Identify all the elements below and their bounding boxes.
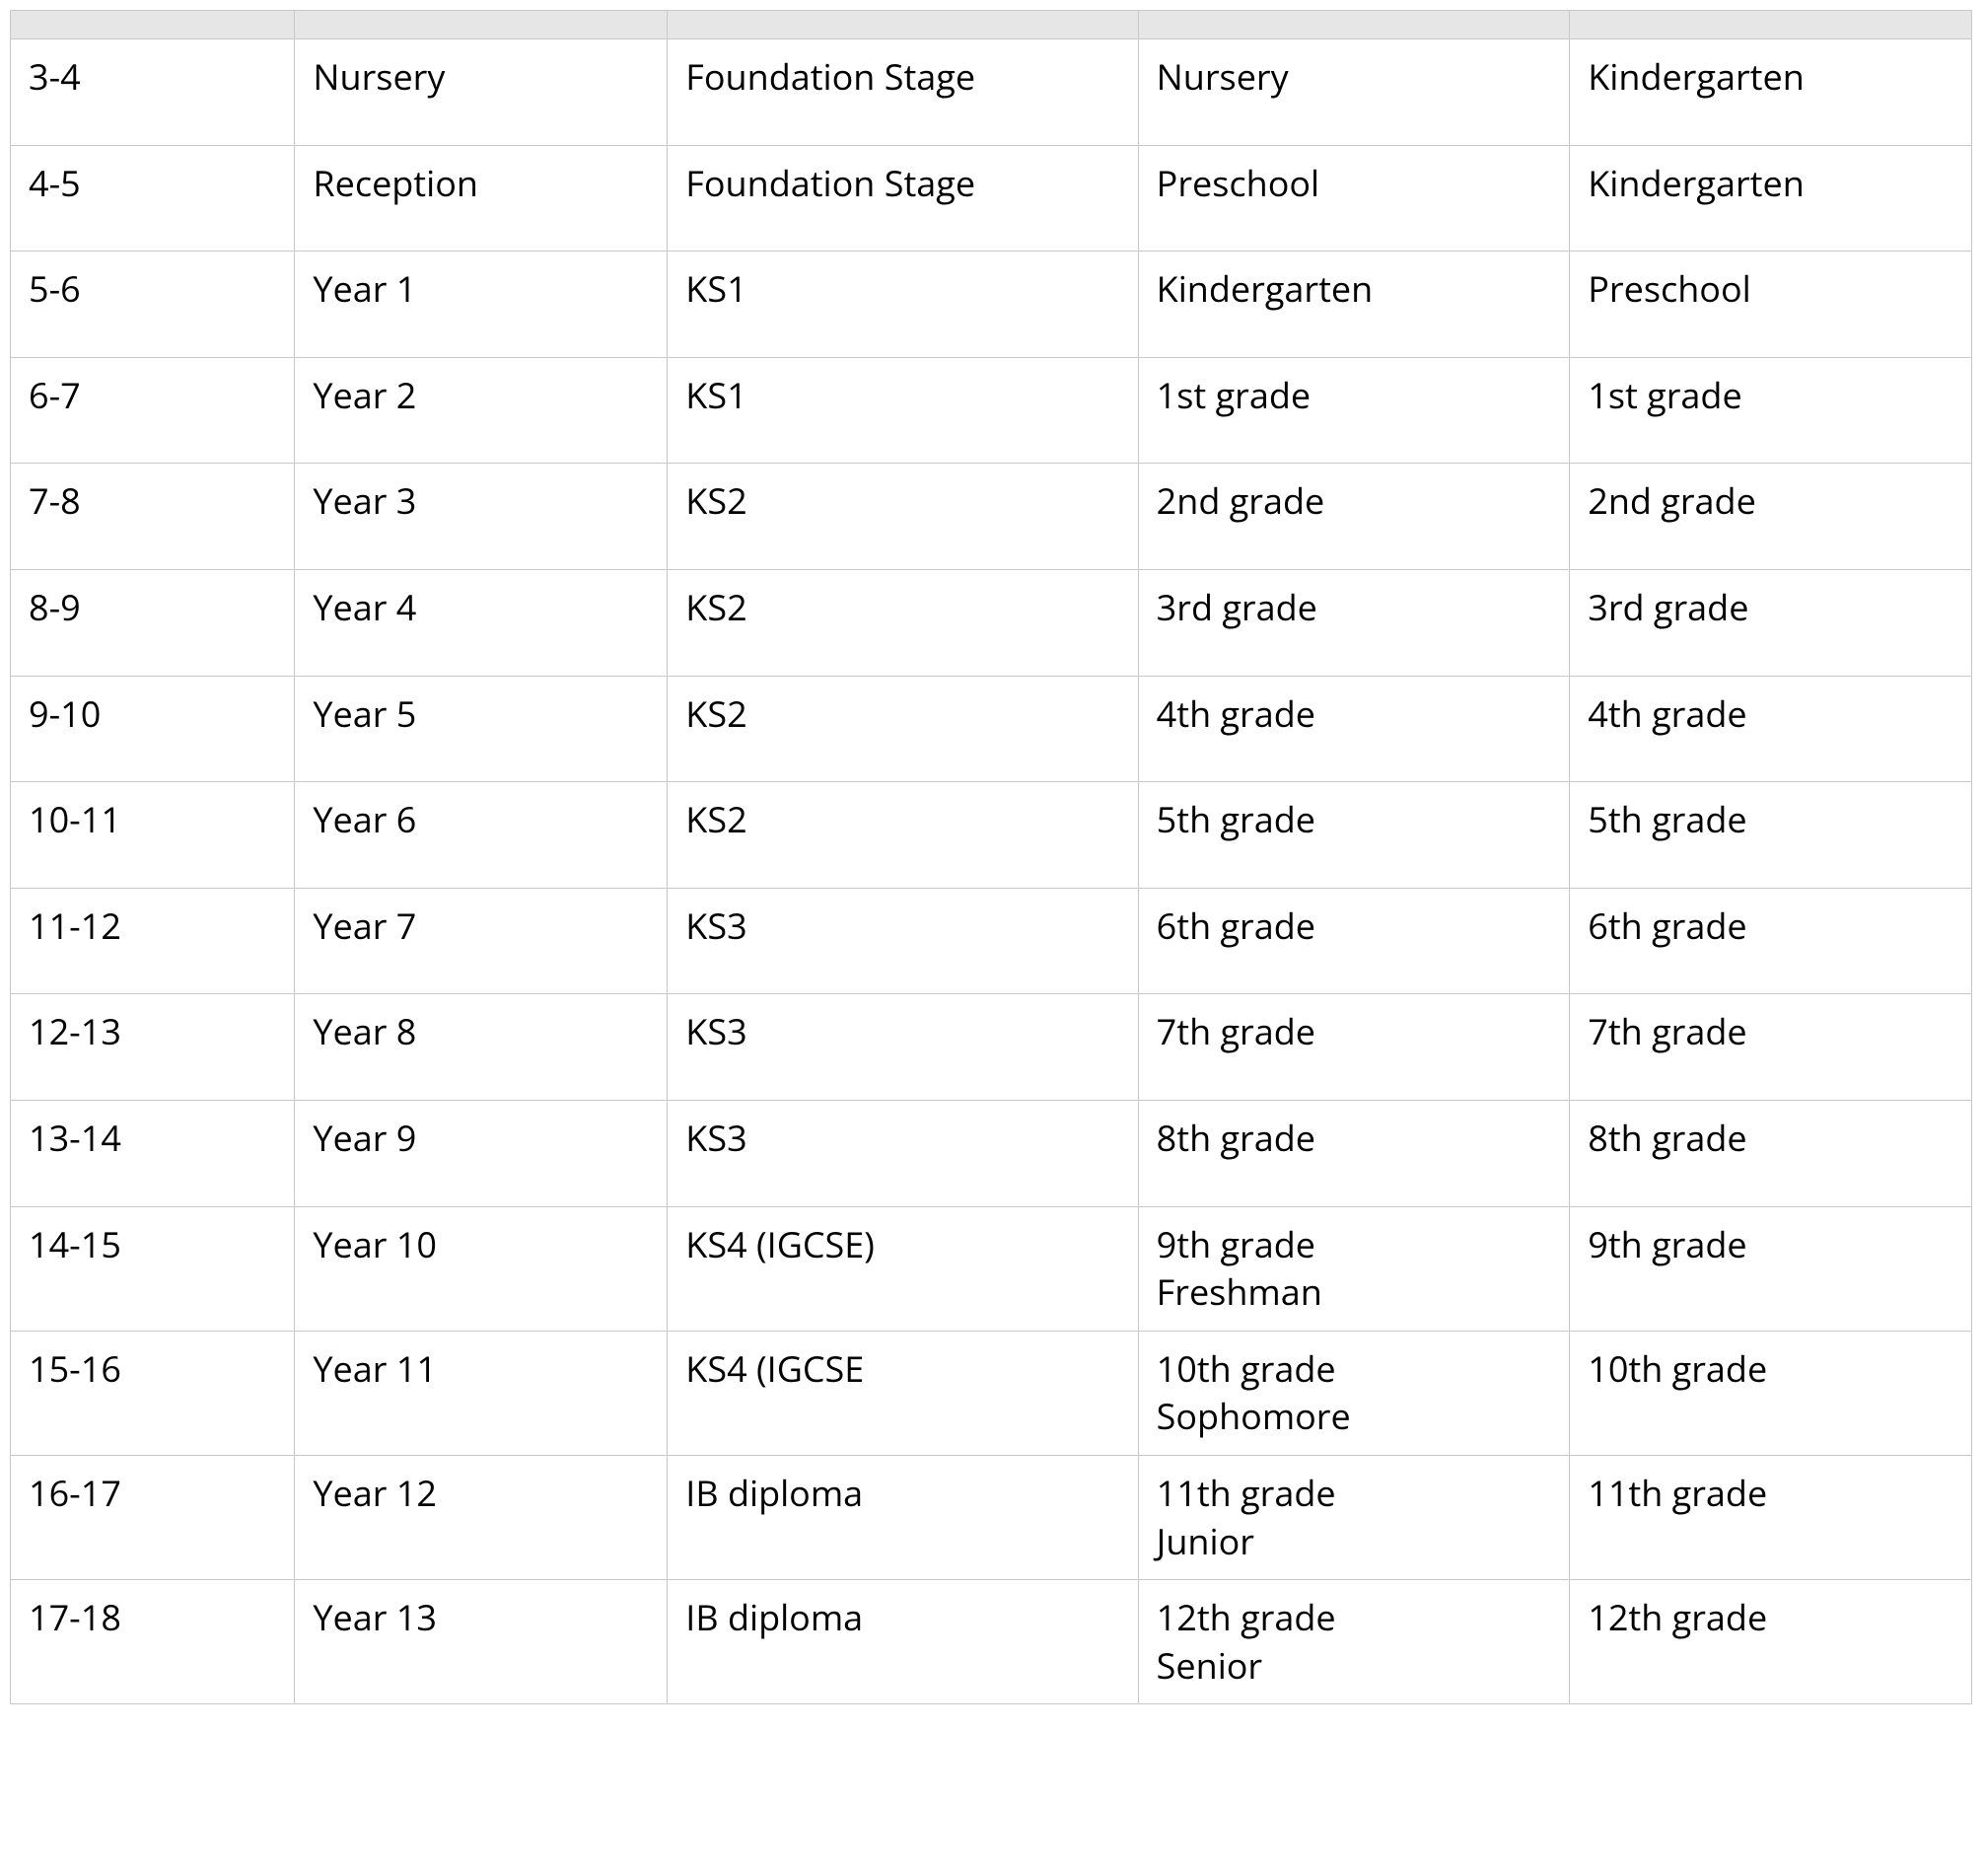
table-row: 15-16Year 11KS4 (IGCSE10th gradeSophomor… <box>11 1331 1972 1455</box>
cell-key-stage: KS1 <box>668 357 1138 464</box>
cell-age: 16-17 <box>11 1455 295 1579</box>
cell-grade-usa: Kindergarten <box>1138 252 1570 358</box>
cell-year-de: 9th grade <box>1570 1206 1972 1331</box>
cell-year-uk: Year 4 <box>295 569 668 676</box>
cell-grade-usa: 8th grade <box>1138 1100 1570 1206</box>
table-body: 3-4NurseryFoundation StageNurseryKinderg… <box>11 39 1972 1704</box>
cell-year-uk: Year 3 <box>295 464 668 570</box>
cell-year-uk: Year 12 <box>295 1455 668 1579</box>
cell-year-uk: Nursery <box>295 39 668 146</box>
table-row: 11-12Year 7KS36th grade6th grade <box>11 888 1972 994</box>
cell-year-de: 6th grade <box>1570 888 1972 994</box>
col-year-de <box>1570 11 1972 39</box>
table-row: 14-15Year 10KS4 (IGCSE)9th gradeFreshman… <box>11 1206 1972 1331</box>
cell-key-stage: KS2 <box>668 569 1138 676</box>
cell-grade-usa: 12th gradeSenior <box>1138 1580 1570 1704</box>
table-row: 7-8Year 3KS22nd grade2nd grade <box>11 464 1972 570</box>
cell-key-stage: KS2 <box>668 782 1138 889</box>
col-age <box>11 11 295 39</box>
cell-age: 17-18 <box>11 1580 295 1704</box>
table-row: 4-5ReceptionFoundation StagePreschoolKin… <box>11 145 1972 252</box>
cell-age: 5-6 <box>11 252 295 358</box>
cell-year-uk: Year 7 <box>295 888 668 994</box>
table-row: 12-13Year 8KS37th grade7th grade <box>11 994 1972 1101</box>
table-row: 6-7Year 2KS11st grade1st grade <box>11 357 1972 464</box>
col-year-uk <box>295 11 668 39</box>
cell-key-stage: KS4 (IGCSE) <box>668 1206 1138 1331</box>
col-key-stage <box>668 11 1138 39</box>
cell-age: 8-9 <box>11 569 295 676</box>
table-row: 16-17Year 12IB diploma11th gradeJunior11… <box>11 1455 1972 1579</box>
cell-key-stage: KS1 <box>668 252 1138 358</box>
cell-key-stage: KS3 <box>668 888 1138 994</box>
cell-year-uk: Year 10 <box>295 1206 668 1331</box>
cell-age: 6-7 <box>11 357 295 464</box>
cell-year-de: 10th grade <box>1570 1331 1972 1455</box>
cell-key-stage: KS4 (IGCSE <box>668 1331 1138 1455</box>
cell-key-stage: IB diploma <box>668 1455 1138 1579</box>
col-grade-usa <box>1138 11 1570 39</box>
cell-year-de: 11th grade <box>1570 1455 1972 1579</box>
cell-year-uk: Year 13 <box>295 1580 668 1704</box>
cell-age: 7-8 <box>11 464 295 570</box>
cell-year-uk: Year 11 <box>295 1331 668 1455</box>
cell-key-stage: IB diploma <box>668 1580 1138 1704</box>
cell-age: 14-15 <box>11 1206 295 1331</box>
cell-year-uk: Year 6 <box>295 782 668 889</box>
cell-age: 12-13 <box>11 994 295 1101</box>
cell-year-de: 2nd grade <box>1570 464 1972 570</box>
cell-key-stage: KS3 <box>668 994 1138 1101</box>
cell-year-uk: Year 2 <box>295 357 668 464</box>
table-row: 17-18Year 13IB diploma12th gradeSenior12… <box>11 1580 1972 1704</box>
cell-grade-usa: 1st grade <box>1138 357 1570 464</box>
cell-year-de: Kindergarten <box>1570 145 1972 252</box>
cell-year-uk: Year 9 <box>295 1100 668 1206</box>
cell-year-de: 4th grade <box>1570 676 1972 782</box>
cell-age: 13-14 <box>11 1100 295 1206</box>
table-header-row <box>11 11 1972 39</box>
cell-year-de: Kindergarten <box>1570 39 1972 146</box>
cell-key-stage: Foundation Stage <box>668 145 1138 252</box>
cell-key-stage: KS2 <box>668 676 1138 782</box>
cell-grade-usa: Nursery <box>1138 39 1570 146</box>
cell-key-stage: Foundation Stage <box>668 39 1138 146</box>
cell-year-de: Preschool <box>1570 252 1972 358</box>
table-row: 13-14Year 9KS38th grade8th grade <box>11 1100 1972 1206</box>
table-row: 3-4NurseryFoundation StageNurseryKinderg… <box>11 39 1972 146</box>
cell-age: 15-16 <box>11 1331 295 1455</box>
table-row: 8-9Year 4KS23rd grade3rd grade <box>11 569 1972 676</box>
cell-grade-usa: 7th grade <box>1138 994 1570 1101</box>
cell-age: 3-4 <box>11 39 295 146</box>
cell-age: 11-12 <box>11 888 295 994</box>
cell-year-de: 3rd grade <box>1570 569 1972 676</box>
cell-year-de: 8th grade <box>1570 1100 1972 1206</box>
cell-age: 9-10 <box>11 676 295 782</box>
cell-grade-usa: 9th gradeFreshman <box>1138 1206 1570 1331</box>
cell-year-de: 5th grade <box>1570 782 1972 889</box>
cell-year-uk: Year 5 <box>295 676 668 782</box>
cell-age: 10-11 <box>11 782 295 889</box>
cell-key-stage: KS2 <box>668 464 1138 570</box>
cell-grade-usa: Preschool <box>1138 145 1570 252</box>
cell-year-uk: Year 8 <box>295 994 668 1101</box>
table-row: 5-6Year 1KS1KindergartenPreschool <box>11 252 1972 358</box>
cell-age: 4-5 <box>11 145 295 252</box>
education-comparison-table: 3-4NurseryFoundation StageNurseryKinderg… <box>10 10 1972 1704</box>
cell-grade-usa: 6th grade <box>1138 888 1570 994</box>
cell-grade-usa: 11th gradeJunior <box>1138 1455 1570 1579</box>
cell-year-uk: Reception <box>295 145 668 252</box>
cell-grade-usa: 4th grade <box>1138 676 1570 782</box>
cell-grade-usa: 10th gradeSophomore <box>1138 1331 1570 1455</box>
cell-grade-usa: 3rd grade <box>1138 569 1570 676</box>
cell-year-de: 1st grade <box>1570 357 1972 464</box>
cell-grade-usa: 5th grade <box>1138 782 1570 889</box>
table-row: 9-10Year 5KS24th grade4th grade <box>11 676 1972 782</box>
table-head <box>11 11 1972 39</box>
cell-year-de: 12th grade <box>1570 1580 1972 1704</box>
table-row: 10-11Year 6KS25th grade5th grade <box>11 782 1972 889</box>
cell-year-de: 7th grade <box>1570 994 1972 1101</box>
cell-grade-usa: 2nd grade <box>1138 464 1570 570</box>
cell-key-stage: KS3 <box>668 1100 1138 1206</box>
cell-year-uk: Year 1 <box>295 252 668 358</box>
